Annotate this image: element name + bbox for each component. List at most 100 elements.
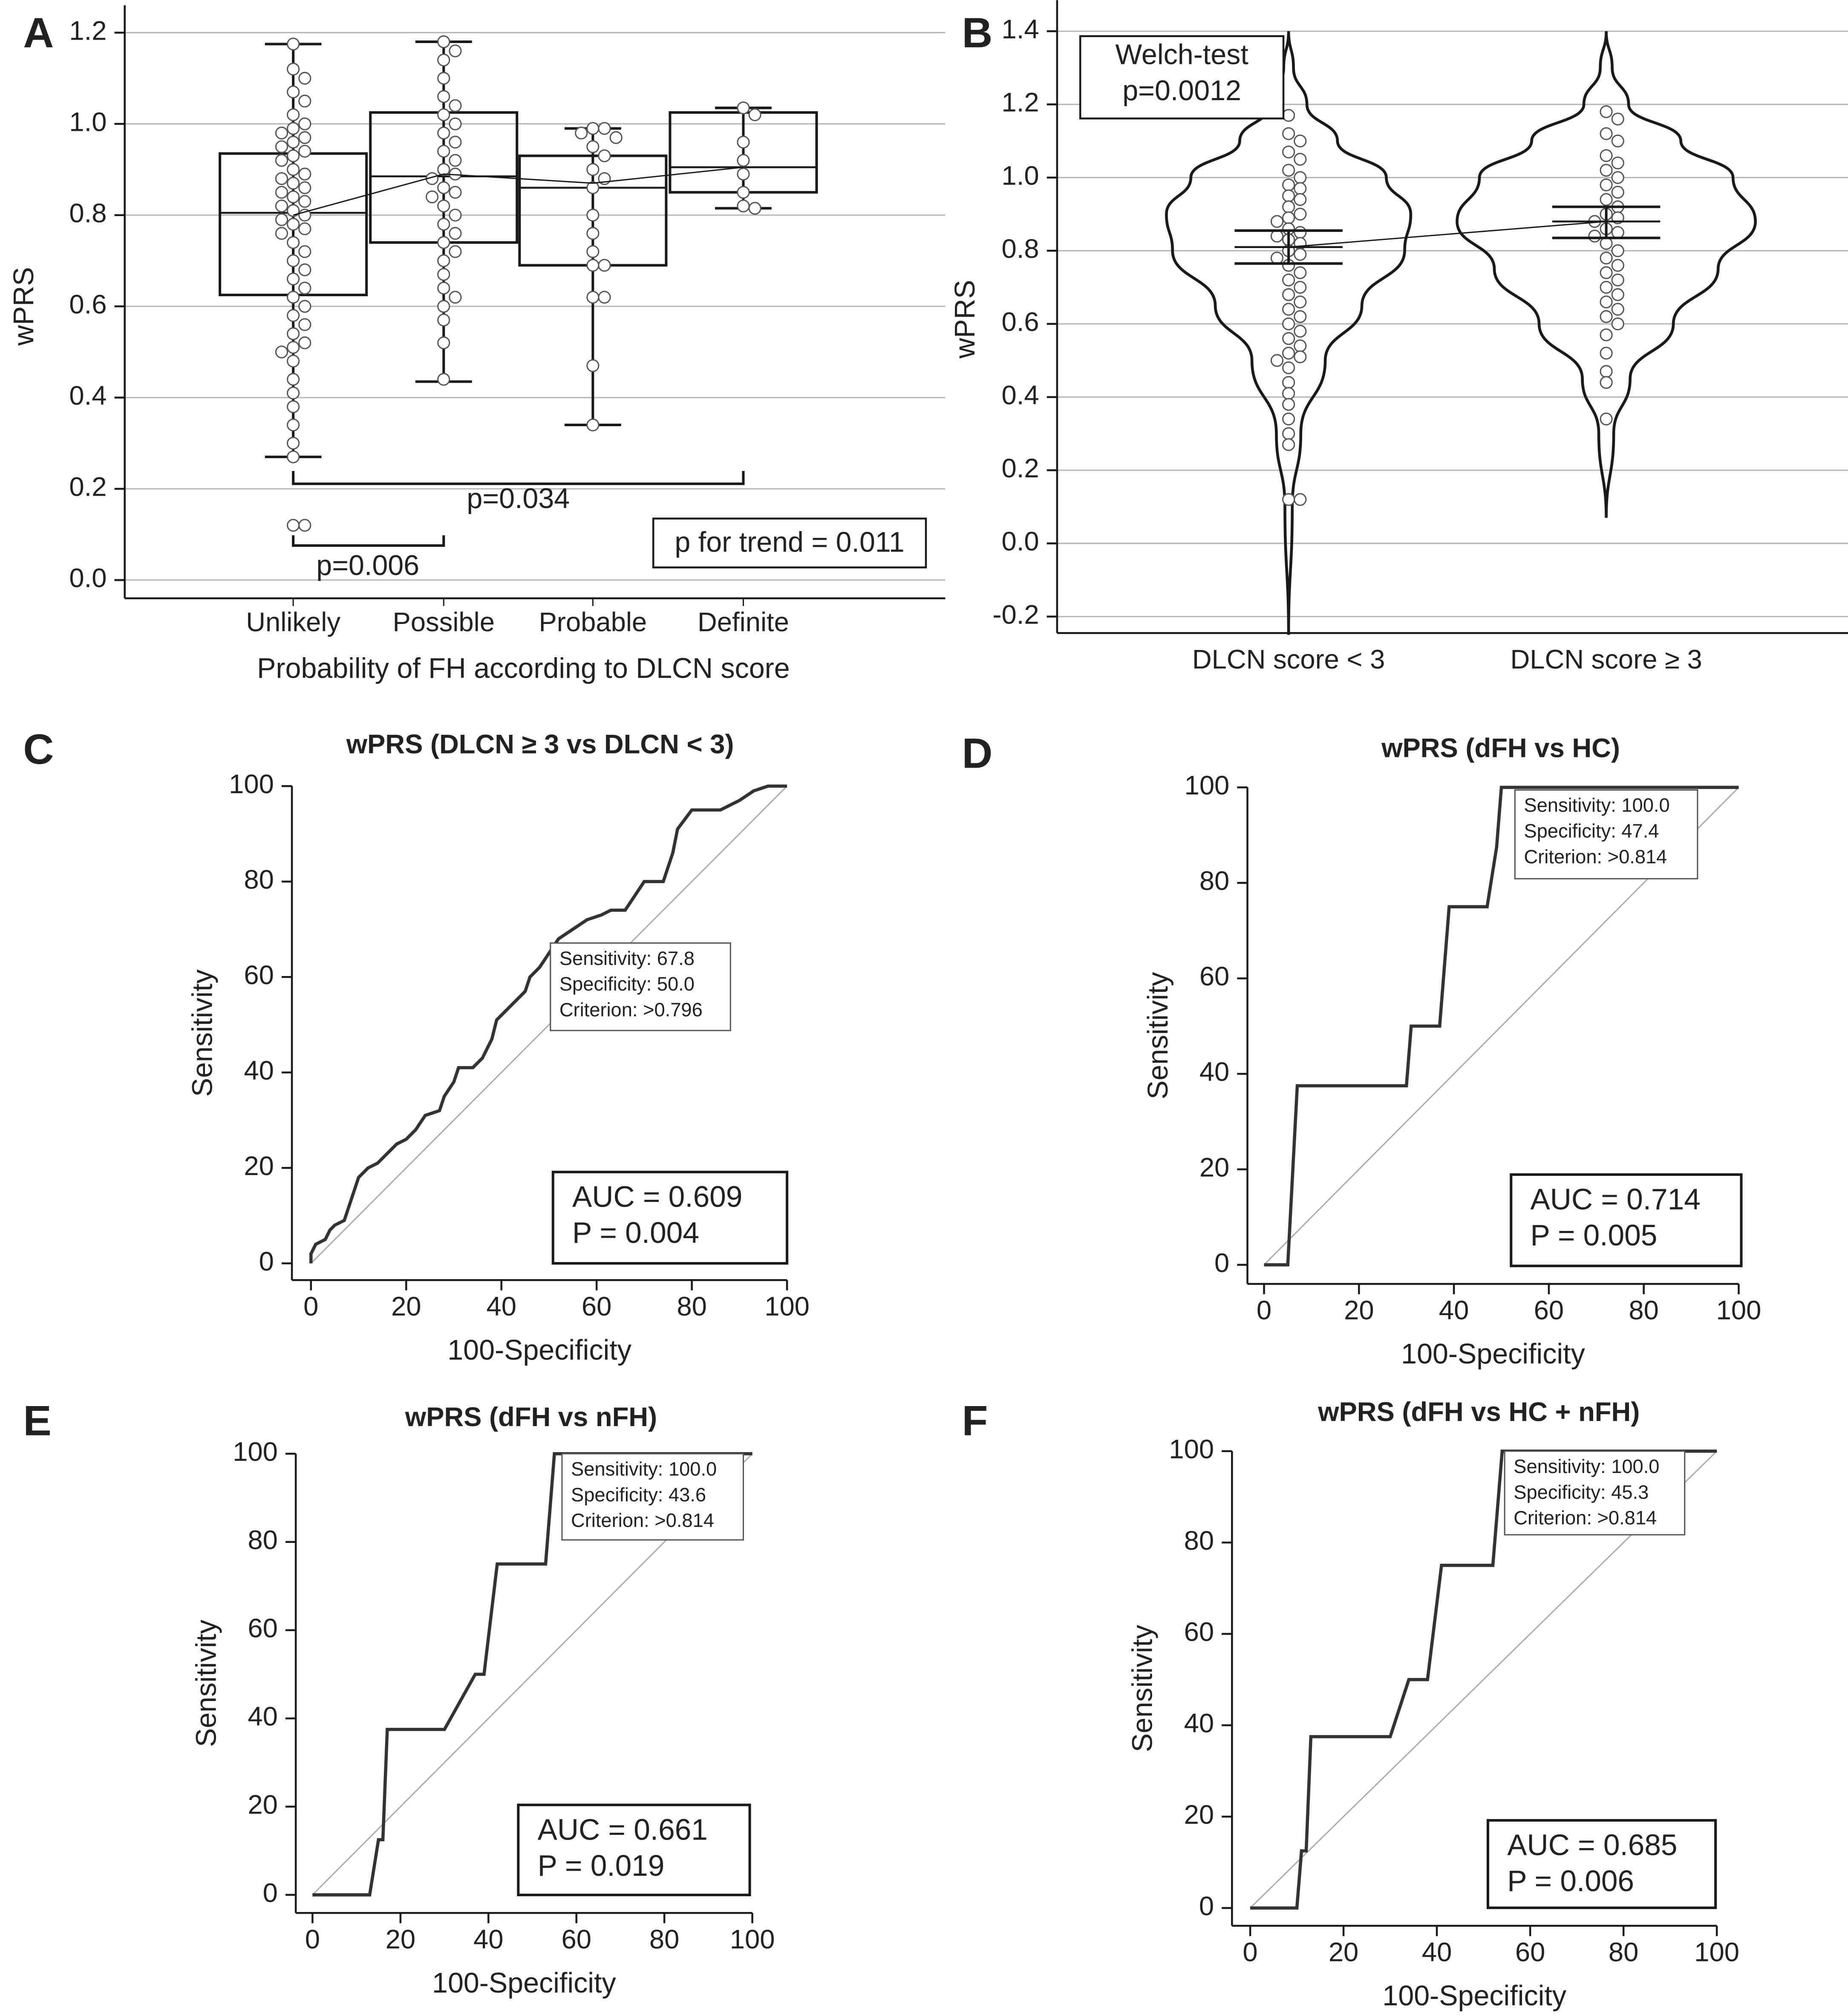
stat-text: AUC = 0.714: [1531, 1183, 1701, 1216]
info-text: Sensitivity: 67.8: [559, 947, 695, 969]
data-point: [449, 245, 462, 258]
x-tick-label: 80: [649, 1924, 679, 1954]
data-point: [1282, 413, 1295, 426]
info-text: Specificity: 45.3: [1514, 1481, 1649, 1503]
data-point: [1611, 156, 1624, 170]
data-point: [1600, 376, 1613, 389]
data-point: [748, 202, 761, 215]
data-point: [1600, 251, 1613, 265]
data-point: [1294, 182, 1307, 195]
data-point: [449, 227, 462, 240]
y-tick-label: 60: [1184, 1617, 1214, 1647]
info-text: Sensitivity: 100.0: [1524, 794, 1669, 816]
data-point: [298, 117, 311, 130]
data-point: [298, 263, 311, 277]
x-tick-label: Probable: [539, 607, 647, 637]
data-point: [1294, 134, 1307, 147]
data-point: [575, 126, 588, 140]
data-point: [437, 218, 450, 231]
data-point: [1611, 113, 1624, 126]
data-point: [586, 359, 600, 372]
data-point: [1600, 127, 1613, 140]
y-tick-label: 0.6: [69, 290, 107, 320]
y-tick-label: 0.0: [69, 563, 107, 593]
y-axis-label: wPRS: [949, 280, 981, 359]
data-point: [586, 245, 600, 258]
panel-letter: B: [962, 9, 993, 57]
y-tick-label: 100: [233, 1437, 278, 1467]
data-point: [437, 144, 450, 158]
roc-curve: [309, 784, 787, 1264]
data-point: [609, 131, 623, 144]
y-tick-label: 0: [1214, 1248, 1229, 1278]
annotation: Welch-test: [1115, 39, 1248, 71]
data-point: [1282, 211, 1295, 225]
y-axis-label: wPRS: [8, 267, 40, 346]
data-point: [298, 222, 311, 235]
info-text: Specificity: 43.6: [571, 1484, 706, 1505]
x-tick-label: 40: [1422, 1938, 1452, 1967]
data-point: [1600, 193, 1613, 206]
stat-text: P = 0.006: [1507, 1864, 1634, 1898]
y-tick-label: 1.4: [1002, 14, 1039, 44]
info-text: Criterion: >0.814: [1524, 846, 1667, 867]
x-tick-label: 40: [1439, 1296, 1469, 1326]
data-point: [1294, 226, 1307, 239]
data-point: [287, 85, 300, 98]
data-point: [1600, 178, 1613, 191]
data-point: [298, 95, 311, 108]
x-axis-label: 100-Specificity: [447, 1334, 631, 1366]
panel-letter: F: [962, 1398, 988, 1445]
data-point: [298, 318, 311, 331]
data-point: [1282, 332, 1295, 345]
data-point: [275, 140, 288, 153]
chart-title: wPRS (dFH vs nFH): [405, 1402, 657, 1432]
data-point: [449, 117, 462, 130]
y-tick-label: 80: [248, 1525, 277, 1555]
y-axis-label: Sensitivity: [190, 1619, 222, 1747]
stat-text: P = 0.004: [572, 1216, 699, 1249]
panel-letter: A: [23, 9, 54, 57]
data-point: [1282, 376, 1295, 389]
data-point: [1282, 288, 1295, 301]
y-tick-label: 80: [1199, 866, 1229, 896]
data-point: [737, 168, 750, 181]
y-tick-label: 20: [248, 1790, 277, 1820]
data-point: [449, 44, 462, 58]
data-point: [287, 176, 300, 190]
y-tick-label: 20: [244, 1151, 274, 1181]
data-point: [437, 126, 450, 140]
annotation-box: [652, 517, 927, 569]
y-tick-label: 0.8: [1002, 234, 1039, 264]
y-tick-label: 0.2: [1002, 453, 1039, 483]
data-point: [1588, 229, 1601, 243]
y-tick-label: 0.8: [69, 198, 107, 228]
stat-box: [517, 1803, 751, 1896]
data-point: [275, 186, 288, 199]
data-point: [586, 122, 600, 135]
data-point: [437, 300, 450, 313]
data-point: [298, 336, 311, 349]
info-text: Specificity: 50.0: [559, 973, 695, 995]
data-point: [437, 35, 450, 49]
info-box: [550, 942, 731, 1031]
data-point: [1282, 109, 1295, 122]
data-point: [1600, 295, 1613, 309]
data-point: [287, 136, 300, 149]
data-point: [586, 140, 600, 153]
stat-text: AUC = 0.609: [572, 1180, 742, 1213]
data-point: [287, 204, 300, 217]
data-point: [1611, 273, 1624, 287]
data-point: [586, 259, 600, 272]
y-tick-label: 100: [1185, 771, 1230, 800]
bracket: [292, 535, 445, 547]
data-point: [437, 72, 450, 85]
data-point: [298, 300, 311, 313]
data-point: [449, 186, 462, 199]
data-point: [586, 163, 600, 176]
data-point: [287, 436, 300, 450]
data-point: [287, 163, 300, 176]
y-tick-label: 0.6: [1002, 307, 1039, 337]
roc-curve: [1250, 1449, 1717, 1910]
